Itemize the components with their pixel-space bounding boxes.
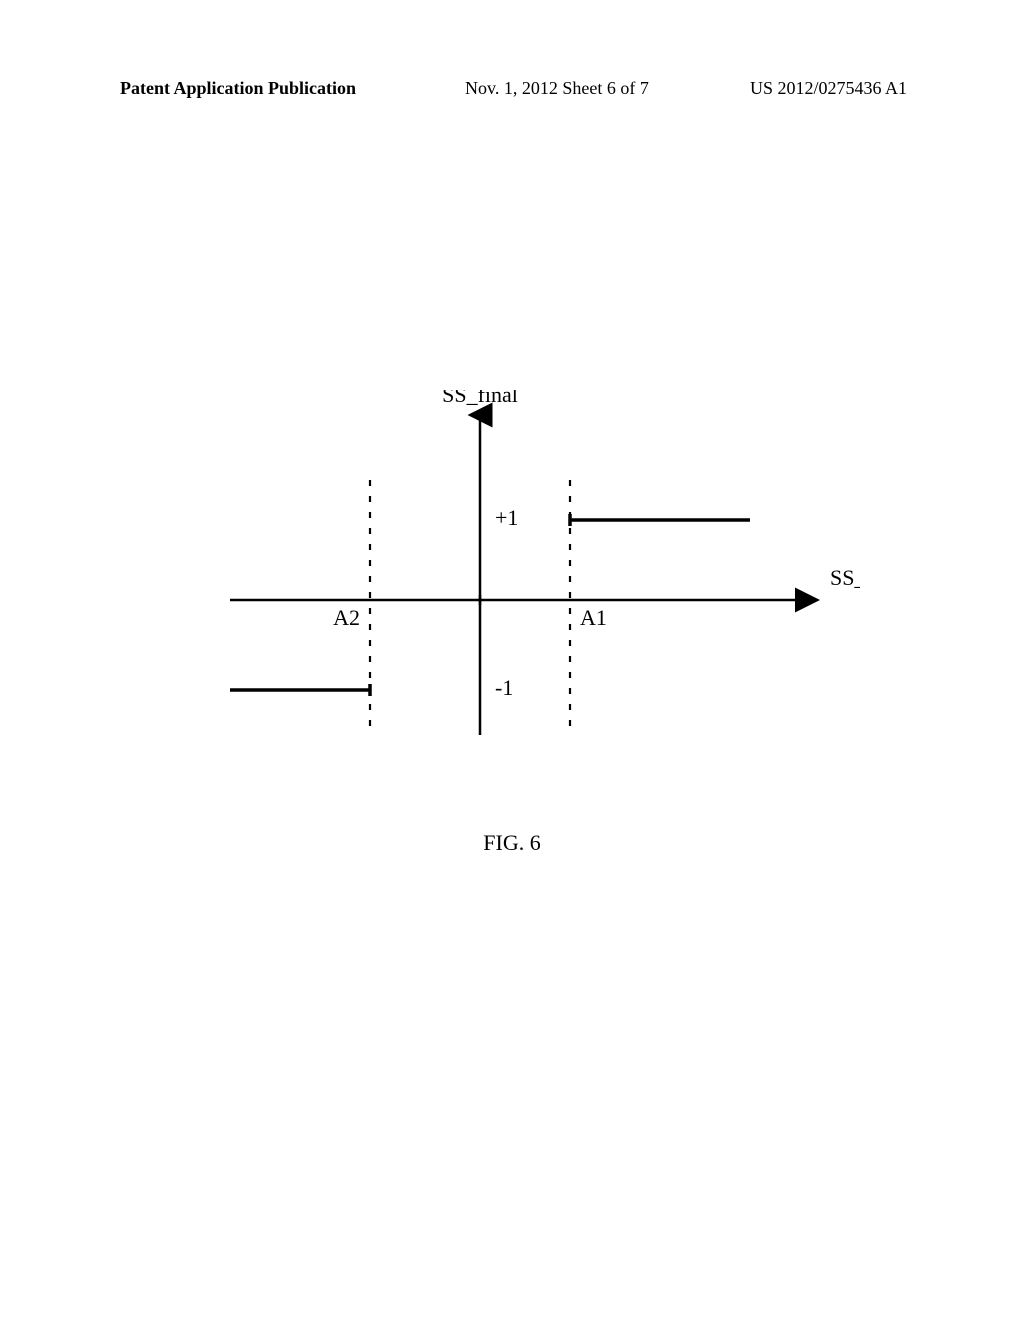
chart-svg: SS_final SS_ave +1 -1 A1 A2 <box>180 390 860 790</box>
y-axis-label: SS_final <box>442 390 518 407</box>
a1-label: A1 <box>580 605 607 630</box>
y-tick-plus-label: +1 <box>495 505 518 530</box>
a2-label: A2 <box>333 605 360 630</box>
chart-figure: SS_final SS_ave +1 -1 A1 A2 <box>180 390 860 790</box>
page-header: Patent Application Publication Nov. 1, 2… <box>0 78 1024 108</box>
header-center-text: Nov. 1, 2012 Sheet 6 of 7 <box>465 78 649 99</box>
x-axis-label: SS_ave <box>830 565 860 590</box>
y-tick-minus-label: -1 <box>495 675 513 700</box>
figure-caption: FIG. 6 <box>0 830 1024 856</box>
header-right-text: US 2012/0275436 A1 <box>750 78 907 99</box>
header-left-text: Patent Application Publication <box>120 78 356 99</box>
